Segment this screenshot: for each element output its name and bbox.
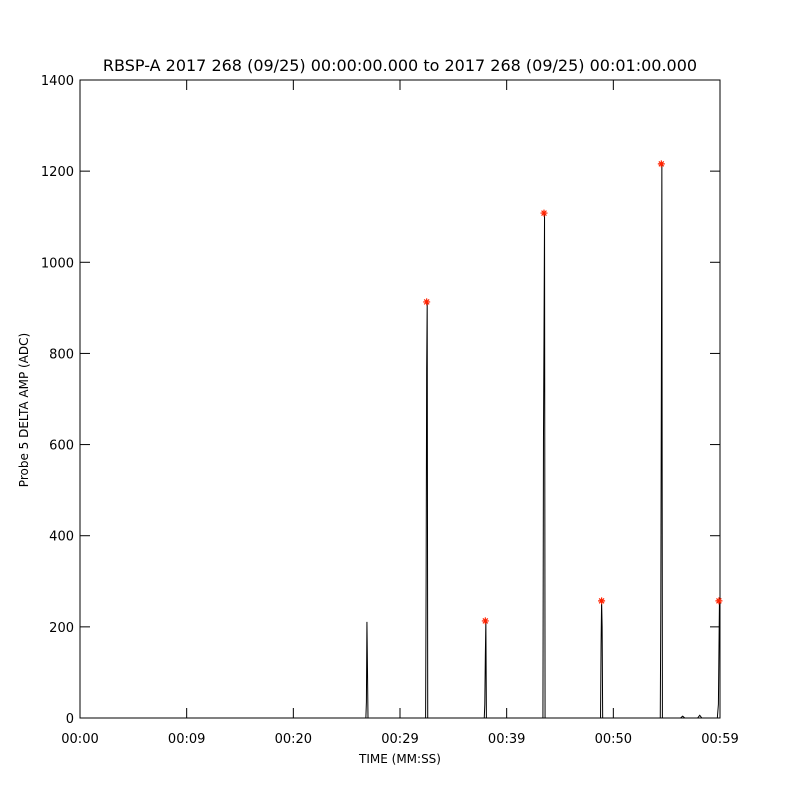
peak-marker [423,298,431,306]
x-tick-label: 00:39 [488,732,525,747]
plot-frame [79,79,721,719]
peak-marker [540,209,548,217]
y-tick-label: 600 [49,439,74,454]
x-tick-label: 00:09 [168,732,205,747]
y-tick-label: 400 [49,530,74,545]
peak-marker [481,617,489,625]
x-tick-label: 00:59 [701,732,738,747]
y-tick-label: 800 [49,347,74,362]
y-tick-label: 1400 [41,74,74,89]
peak-marker [657,160,665,168]
y-tick-label: 200 [49,621,74,636]
x-tick-label: 00:20 [275,732,312,747]
x-tick-label: 00:00 [61,732,98,747]
x-tick-label: 00:29 [381,732,418,747]
peak-marker [715,597,723,605]
y-axis-label: Probe 5 DELTA AMP (ADC) [17,333,31,487]
y-tick-label: 0 [66,712,74,727]
x-tick-label: 00:50 [595,732,632,747]
x-axis-label: TIME (MM:SS) [358,752,441,766]
chart-title: RBSP-A 2017 268 (09/25) 00:00:00.000 to … [103,56,697,75]
y-tick-label: 1000 [41,256,74,271]
peak-marker [598,597,606,605]
y-tick-label: 1200 [41,165,74,180]
data-line [80,163,720,719]
